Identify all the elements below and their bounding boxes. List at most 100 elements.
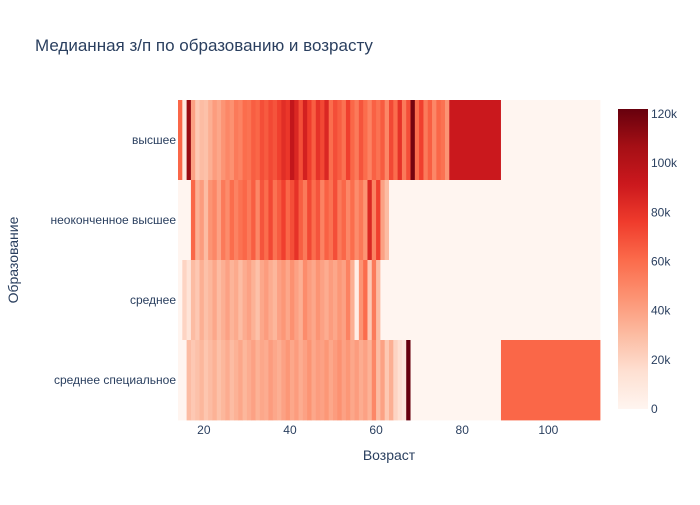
heatmap-cell [315,260,321,341]
heatmap-cell [380,260,601,341]
x-tick-label: 60 [369,423,383,437]
heatmap-cell [203,260,209,341]
heatmap-cell [341,260,347,341]
heatmap-cell [246,100,252,181]
heatmap-cell [208,100,213,181]
colorbar-tick-label: 40k [651,304,671,318]
heatmap-cell [259,180,265,261]
heatmap-cell [242,180,248,261]
heatmap-cell [333,100,338,181]
heatmap-cell [345,260,351,341]
heatmap-cell [251,180,256,261]
heatmap-cell [345,340,351,421]
heatmap-cell [199,180,205,261]
y-axis-title: Образование [5,216,21,303]
heatmap-cell [419,100,424,181]
heatmap-cell [264,100,269,181]
heatmap-cell [178,100,183,181]
heatmap-cell [285,100,291,181]
y-axis-ticks: высшее неоконченное высшее среднее среднее … [51,133,177,387]
heatmap-cell [221,180,226,261]
heatmap-cell [423,100,429,181]
heatmap-cell [376,260,381,341]
heatmap-cell [358,180,364,261]
y-tick-label: среднее [130,293,176,307]
heatmap-cell [358,260,364,341]
heatmap-cell [337,260,343,341]
colorbar [618,109,648,409]
x-tick-label: 80 [456,423,470,437]
heatmap-cell [281,100,287,181]
heatmap-cell [401,100,407,181]
heatmap-cell [221,100,226,181]
heatmap-cell [354,340,360,421]
heatmap-cell [410,340,502,421]
heatmap-cell [363,260,368,341]
y-tick-label: неоконченное высшее [51,213,177,227]
heatmap-cell [238,180,243,261]
heatmap-cell [389,340,394,421]
heatmap-cell [406,100,411,181]
heatmap-cell [320,340,325,421]
heatmap-cell [384,180,390,261]
heatmap-cell [397,340,403,421]
heatmap-cell [337,180,343,261]
heatmap-cell [311,180,317,261]
heatmap-cell [333,260,338,341]
heatmap-cell [186,100,192,181]
heatmap-cell [328,100,334,181]
heatmap-cell [315,340,321,421]
heatmap-cell [272,100,278,181]
heatmap-cell [212,100,218,181]
heatmap-cell [320,180,325,261]
heatmap-cell [255,340,261,421]
heatmap-cell [216,340,222,421]
heatmap-cell [354,260,360,341]
heatmap-cell [298,260,304,341]
x-tick-label: 20 [197,423,211,437]
heatmap-cell [212,340,218,421]
heatmap-cell [311,100,317,181]
heatmap-cell [225,180,231,261]
heatmap-cell [233,100,239,181]
heatmap-cell [358,100,364,181]
heatmap-cell [208,180,213,261]
heatmap-cell [285,260,291,341]
heatmap-cell [238,100,243,181]
colorbar-tick-label: 20k [651,353,671,367]
heatmap-cell [195,340,200,421]
heatmap-cell [341,100,347,181]
heatmap-cell [251,260,256,341]
heatmap-cell [500,340,601,421]
heatmap-cell [444,100,450,181]
heatmap-cell [216,100,222,181]
heatmap-cell [272,260,278,341]
heatmap-cell [233,180,239,261]
heatmap-cell [311,340,317,421]
heatmap-cell [345,180,351,261]
heatmap-cell [376,100,381,181]
heatmap-cell [333,340,338,421]
heatmap-cell [268,180,274,261]
heatmap-cell [229,100,235,181]
heatmap-cell [225,260,231,341]
heatmap-cell [272,180,278,261]
heatmap-cell [225,340,231,421]
heatmap-cell [406,340,411,421]
heatmap-cell [367,260,373,341]
heatmap-cell [380,100,386,181]
heatmap-cell [337,100,343,181]
heatmap-cell [203,340,209,421]
heatmap-cell [238,260,243,341]
heatmap-cell [328,260,334,341]
heatmap-cell [341,340,347,421]
heatmap-cell [259,100,265,181]
heatmap-cell [324,260,330,341]
heatmap-cell [500,100,601,181]
heatmap-cell [182,100,188,181]
heatmap-cell [328,340,334,421]
heatmap-cell [216,260,222,341]
colorbar-tick-label: 0 [651,402,658,416]
heatmap-cell [350,100,355,181]
heatmap-cell [264,260,269,341]
